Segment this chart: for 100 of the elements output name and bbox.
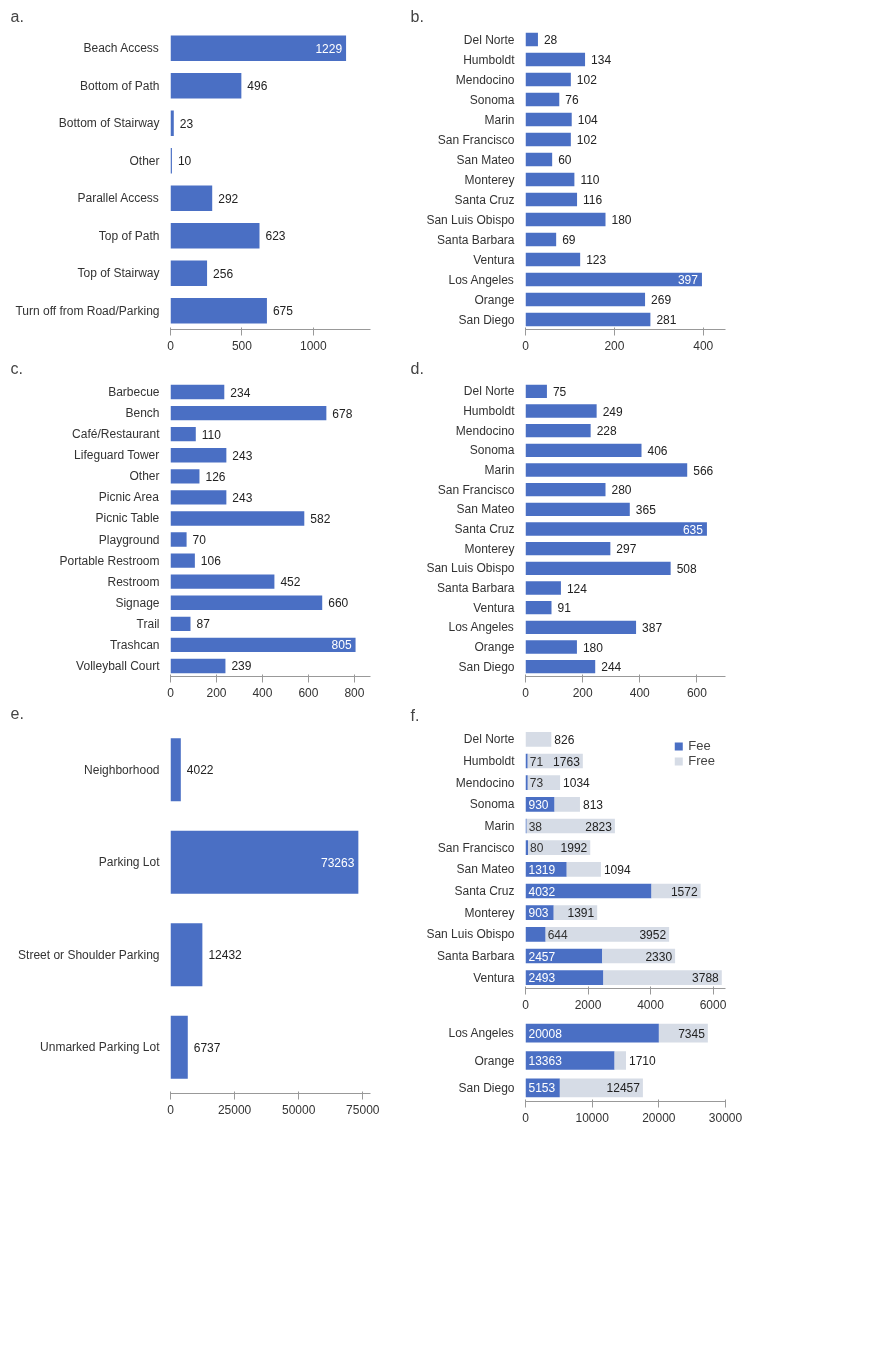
data-label: 292 [218,191,239,206]
data-label: 102 [576,73,598,87]
data-label: 281 [656,313,677,327]
data-label: 123 [586,253,607,267]
y-tick-label: San Francisco [437,482,515,497]
data-label: 110 [201,427,222,442]
data-label: 180 [582,640,604,655]
data-label: 243 [232,448,253,463]
bar [525,404,597,418]
data-label: 297 [616,542,637,557]
data-label: 10 [177,154,192,169]
data-label: 365 [635,502,657,517]
data-label: 76 [565,93,579,107]
bar [525,561,671,576]
data-label: 91 [557,601,572,616]
data-label: 1572 [670,884,698,899]
y-tick-label: Santa Cruz [454,192,515,207]
text: a. [10,7,24,25]
y-tick-label: Santa Cruz [454,884,515,898]
data-label: 116 [583,193,603,207]
x-tick-label: 0 [167,1102,175,1117]
y-tick-label: San Diego [458,1080,515,1095]
bar [170,511,305,526]
data-label: 813 [582,797,604,812]
data-label: 4032 [528,884,556,899]
y-tick-label: Humboldt [463,52,516,67]
data-label: 387 [642,620,663,635]
bar [614,1051,626,1070]
bar [525,32,538,47]
y-tick-label: Santa Barbara [437,232,515,247]
bar [525,272,702,287]
bar [170,830,359,894]
bar [170,73,242,99]
bar [525,443,642,458]
x-tick-label: 0 [167,338,175,353]
y-tick-label: Top of Stairway [77,266,160,281]
y-tick-label: Del Norte [463,732,515,747]
x-tick-label: 30000 [708,1110,743,1125]
y-tick-label: Bench [125,406,160,421]
chart-title: f. [410,706,420,724]
y-tick-label: Parking Lot [98,855,161,870]
y-tick-label: Monterey [464,541,515,556]
bar [525,522,707,536]
data-label: 2457 [528,949,556,964]
y-tick-label: Turn off from Road/Parking [15,303,160,318]
bar [170,1015,188,1079]
bar [525,463,688,477]
bar [525,292,646,307]
x-tick-label: 25000 [217,1102,252,1117]
data-label: 23 [179,116,194,131]
y-tick-label: Trail [136,616,160,631]
data-label: 134 [591,53,612,67]
bar [525,659,596,674]
bar [525,212,606,227]
data-label: 6737 [193,1040,221,1055]
x-tick-label: 6000 [699,997,727,1012]
y-tick-label: Del Norte [463,384,515,399]
data-label: 80 [530,841,544,856]
bar [170,553,195,568]
x-tick-label: 4000 [637,997,665,1012]
bar [170,490,227,505]
bar [170,616,191,631]
y-tick-label: Restroom [107,574,160,589]
y-tick-label: Sonoma [469,797,515,812]
y-tick-label: Mendocino [455,423,515,438]
y-tick-label: Portable Restroom [59,553,160,568]
y-tick-label: Mendocino [455,72,515,87]
bar [603,970,722,986]
y-tick-label: Playground [98,532,160,547]
bar [525,152,553,167]
bar [525,620,637,635]
x-tick-label: 10000 [575,1110,610,1125]
bar [525,132,571,147]
y-tick-label: Orange [474,1053,515,1068]
data-label: 269 [651,293,672,307]
x-tick-label: 500 [231,338,253,353]
data-label: 4022 [186,763,214,778]
x-tick-label: 800 [344,685,365,700]
bar [170,405,327,421]
x-tick-label: 2000 [574,997,602,1012]
data-label: 228 [596,424,617,439]
y-tick-label: San Francisco [437,840,515,855]
bar [566,861,601,877]
y-tick-label: Orange [474,640,515,654]
y-tick-label: Trashcan [109,637,160,652]
y-tick-label: Neighborhood [84,762,160,777]
bar [525,640,577,654]
y-tick-label: Top of Path [98,228,160,243]
bar [170,298,267,324]
x-tick-label: 400 [693,338,714,353]
y-tick-label: San Luis Obispo [426,212,515,227]
bar [170,260,208,286]
data-label: 102 [576,133,598,147]
y-tick-label: Santa Barbara [437,581,515,595]
bar [170,223,260,249]
y-tick-label: Ventura [473,600,515,615]
data-label: 805 [331,638,352,653]
x-tick-label: 0 [522,338,530,353]
data-label: 110 [580,173,600,187]
x-tick-label: 400 [252,685,273,700]
